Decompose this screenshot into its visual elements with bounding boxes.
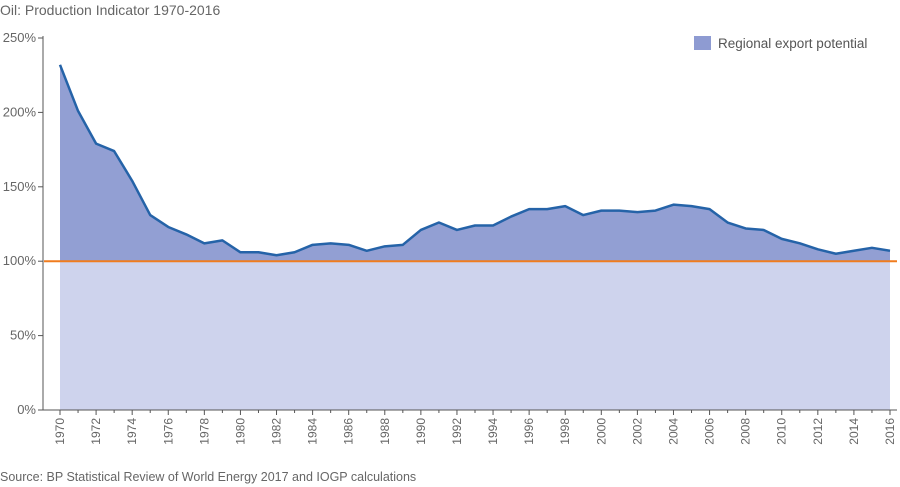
x-tick-label-2002: 2002	[630, 418, 644, 445]
x-tick-label-1990: 1990	[414, 418, 428, 445]
y-tick-label-0: 0%	[17, 402, 36, 417]
base-area-band	[60, 261, 890, 410]
x-tick-label-1980: 1980	[233, 418, 247, 445]
x-tick-label-2008: 2008	[739, 418, 753, 445]
x-tick-label-2006: 2006	[703, 418, 717, 445]
plot-area: 0% 50% 100% 150% 200% 250% 1970 1972 1974 1976 197…	[3, 30, 897, 445]
x-tick-label-2010: 2010	[775, 418, 789, 445]
x-tick-label-1978: 1978	[197, 418, 211, 445]
y-tick-label-200: 200%	[3, 104, 37, 119]
x-tick-label-1972: 1972	[89, 418, 103, 445]
x-tick-label-1998: 1998	[558, 418, 572, 445]
x-tick-label-1994: 1994	[486, 418, 500, 445]
x-tick-label-2012: 2012	[811, 418, 825, 445]
legend-swatch-regional-export-potential	[694, 36, 711, 50]
x-tick-label-1974: 1974	[125, 418, 139, 445]
y-tick-label-50: 50%	[10, 328, 36, 343]
legend: Regional export potential	[694, 36, 867, 51]
x-tick-label-2014: 2014	[847, 418, 861, 445]
x-tick-label-1982: 1982	[270, 418, 284, 445]
x-tick-label-2016: 2016	[883, 418, 897, 445]
source-note: Source: BP Statistical Review of World E…	[0, 470, 417, 484]
chart-title: Oil: Production Indicator 1970-2016	[0, 2, 221, 18]
series-area-regional-export-potential	[60, 64, 890, 262]
x-tick-label-1986: 1986	[342, 418, 356, 445]
y-tick-label-150: 150%	[3, 179, 37, 194]
x-tick-label-1992: 1992	[450, 418, 464, 445]
y-tick-label-100: 100%	[3, 253, 37, 268]
legend-label: Regional export potential	[718, 36, 867, 51]
x-tick-label-2004: 2004	[666, 418, 680, 445]
x-tick-label-2000: 2000	[594, 418, 608, 445]
x-tick-label-1984: 1984	[306, 418, 320, 445]
x-tick-label-1976: 1976	[161, 418, 175, 445]
x-tick-label-1970: 1970	[53, 418, 67, 445]
x-tick-label-1996: 1996	[522, 418, 536, 445]
y-tick-label-250: 250%	[3, 30, 37, 45]
series-line-regional-export-potential	[58, 64, 891, 257]
x-tick-label-1988: 1988	[378, 418, 392, 445]
